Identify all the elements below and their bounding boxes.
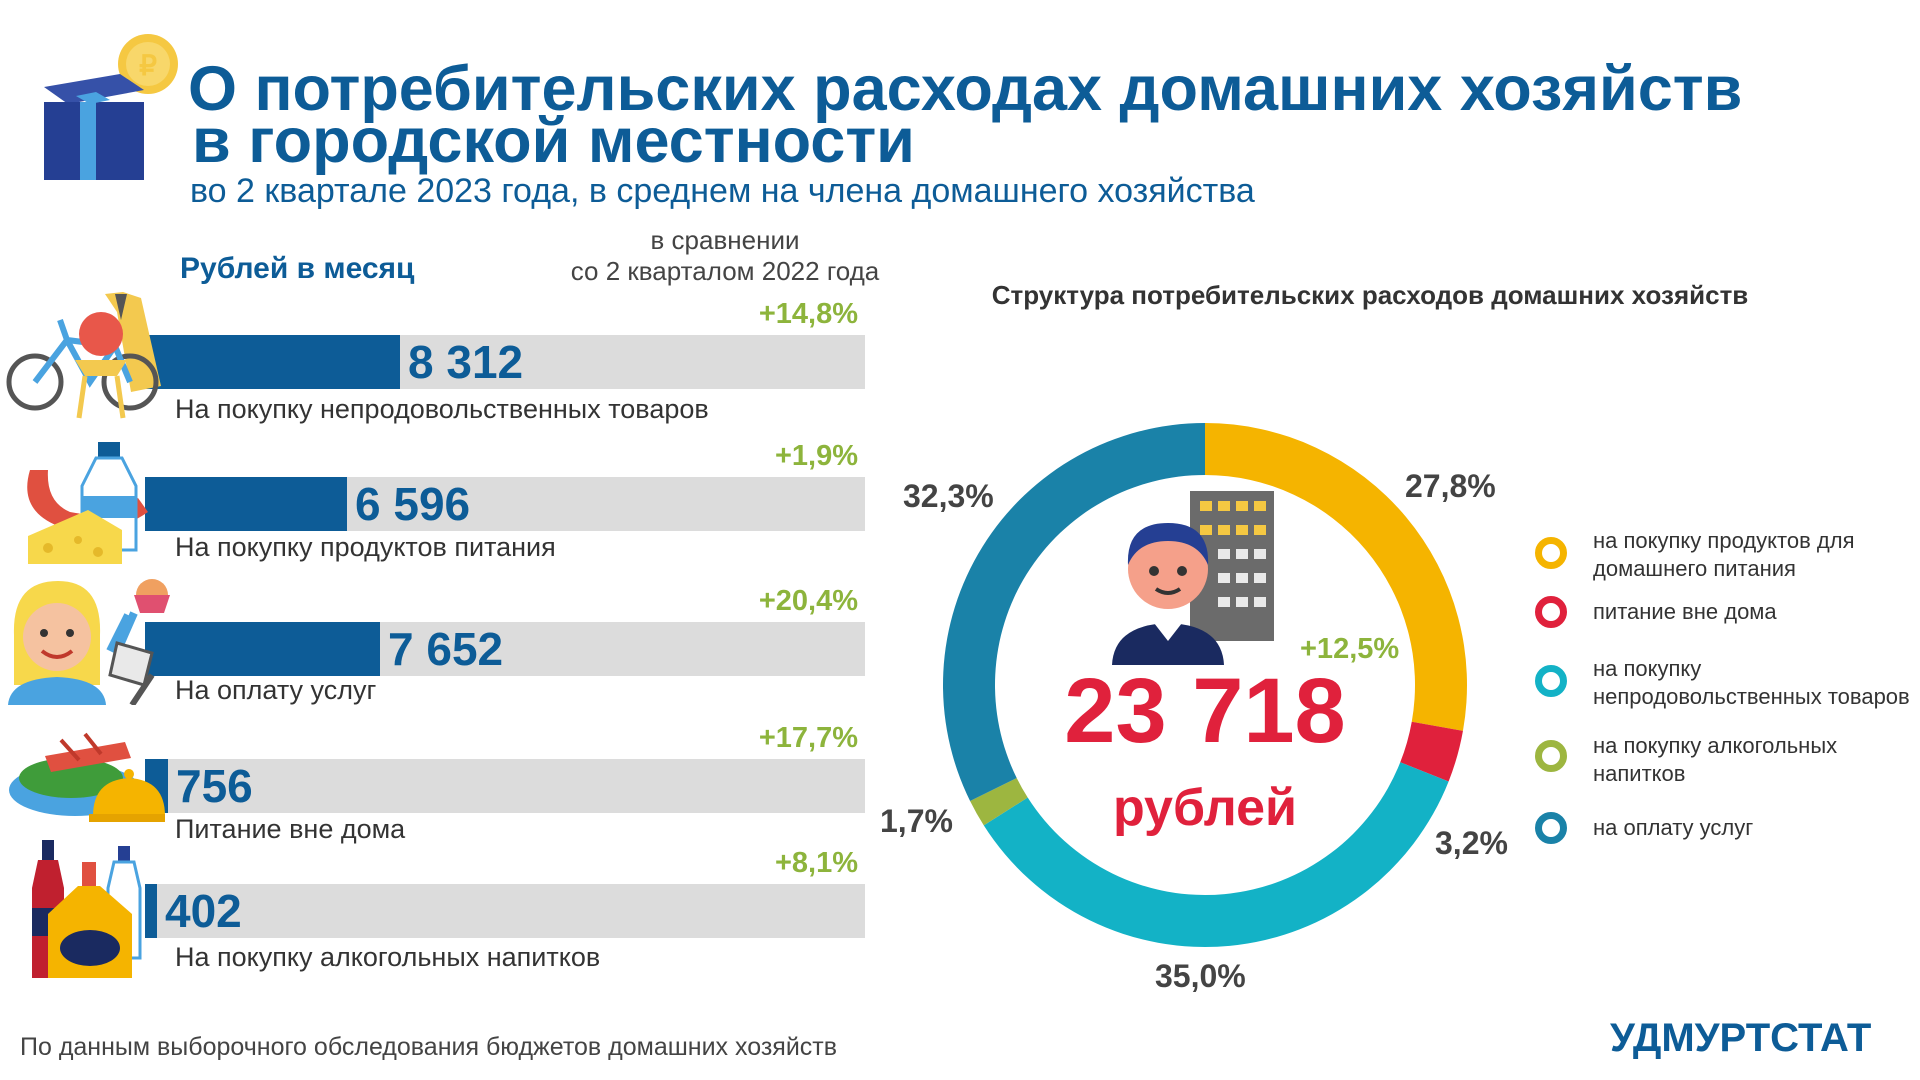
slice-label: 1,7% bbox=[880, 803, 953, 839]
donut-slice bbox=[1205, 423, 1467, 731]
bar bbox=[145, 335, 400, 389]
brand-logo-text: УДМУРТСТАТ bbox=[1610, 1016, 1872, 1060]
slice-label: 32,3% bbox=[903, 478, 994, 514]
total-unit: рублей bbox=[1112, 779, 1298, 837]
legend-swatch bbox=[1535, 537, 1567, 569]
bar-row: +14,8% 8 312 На покупку непродовольствен… bbox=[0, 298, 880, 448]
bar bbox=[145, 622, 380, 676]
bar-change: +17,7% bbox=[758, 722, 858, 754]
donut-slice bbox=[943, 423, 1205, 802]
bar-track bbox=[145, 759, 865, 813]
svg-text:₽: ₽ bbox=[139, 50, 157, 81]
comparison-label-line1: в сравнении bbox=[650, 225, 800, 255]
legend-label: на покупку продуктов для домашнего питан… bbox=[1593, 528, 1855, 581]
bar-row: +20,4% 7 652 На оплату услуг bbox=[0, 585, 880, 735]
bar-change: +1,9% bbox=[774, 440, 858, 472]
bar bbox=[145, 477, 347, 531]
bar-value: 7 652 bbox=[388, 623, 504, 675]
page-title-line2: в городской местности bbox=[192, 106, 915, 176]
legend-swatch bbox=[1535, 665, 1567, 697]
slice-label: 27,8% bbox=[1405, 468, 1496, 504]
donut-slice bbox=[1400, 721, 1463, 782]
total-change: +12,5% bbox=[1300, 633, 1400, 665]
donut-chart bbox=[943, 423, 1467, 947]
legend-swatch bbox=[1535, 740, 1567, 772]
donut-slice bbox=[970, 777, 1028, 826]
milk-sausage-cheese-icon bbox=[27, 442, 148, 564]
bicycle-chair-coat-icon bbox=[6, 292, 161, 419]
bar-track bbox=[145, 884, 865, 938]
page-title-line1: О потребительских расходах домашних хозя… bbox=[188, 54, 1743, 124]
comparison-label-line2: со 2 кварталом 2022 года bbox=[570, 256, 880, 286]
bar-category-label: Питание вне дома bbox=[175, 814, 406, 844]
bar-change: +14,8% bbox=[758, 298, 858, 330]
legend-swatch bbox=[1535, 596, 1567, 628]
bar-change: +8,1% bbox=[774, 847, 858, 879]
gift-box-coin-icon: ₽ bbox=[44, 34, 178, 180]
legend-label: питание вне дома bbox=[1593, 599, 1777, 624]
legend-swatch bbox=[1535, 812, 1567, 844]
total-value: 23 718 bbox=[1064, 660, 1346, 762]
bar-row: +17,7% 756 Питание вне дома bbox=[0, 722, 880, 872]
source-footnote: По данным выборочного обследования бюдже… bbox=[20, 1033, 838, 1061]
slice-label: 35,0% bbox=[1155, 958, 1246, 994]
bar bbox=[145, 884, 157, 938]
bar-value: 756 bbox=[176, 760, 253, 812]
legend-label: на оплату услуг bbox=[1593, 815, 1754, 840]
bottles-icon bbox=[32, 840, 142, 978]
restaurant-dish-icon bbox=[9, 732, 165, 822]
legend-label: на покупку алкогольных напитков bbox=[1593, 733, 1838, 786]
bar-category-label: На покупку непродовольственных товаров bbox=[175, 394, 709, 424]
unit-label: Рублей в месяц bbox=[180, 252, 415, 285]
comparison-label: в сравнении со 2 кварталом 2022 года bbox=[540, 225, 910, 287]
bar-row: +1,9% 6 596 На покупку продуктов питания bbox=[0, 440, 880, 590]
woman-service-icon bbox=[8, 579, 170, 705]
bar-category-label: На покупку алкогольных напитков bbox=[175, 942, 601, 972]
slice-label: 3,2% bbox=[1435, 825, 1508, 861]
bar-category-label: На покупку продуктов питания bbox=[175, 532, 556, 562]
bar-change: +20,4% bbox=[758, 585, 858, 617]
page-subtitle: во 2 квартале 2023 года, в среднем на чл… bbox=[190, 172, 1255, 210]
bar-category-label: На оплату услуг bbox=[175, 675, 377, 705]
donut-slice bbox=[983, 762, 1449, 947]
bar-value: 402 bbox=[165, 885, 242, 937]
bar-value: 6 596 bbox=[355, 478, 471, 530]
donut-chart-title: Структура потребительских расходов домаш… bbox=[991, 280, 1749, 310]
person-building-icon bbox=[1112, 491, 1274, 665]
bar-value: 8 312 bbox=[408, 336, 524, 388]
legend-label: на покупку непродовольственных товаров bbox=[1593, 656, 1910, 709]
bar-row: +8,1% 402 На покупку алкогольных напитко… bbox=[0, 847, 880, 997]
